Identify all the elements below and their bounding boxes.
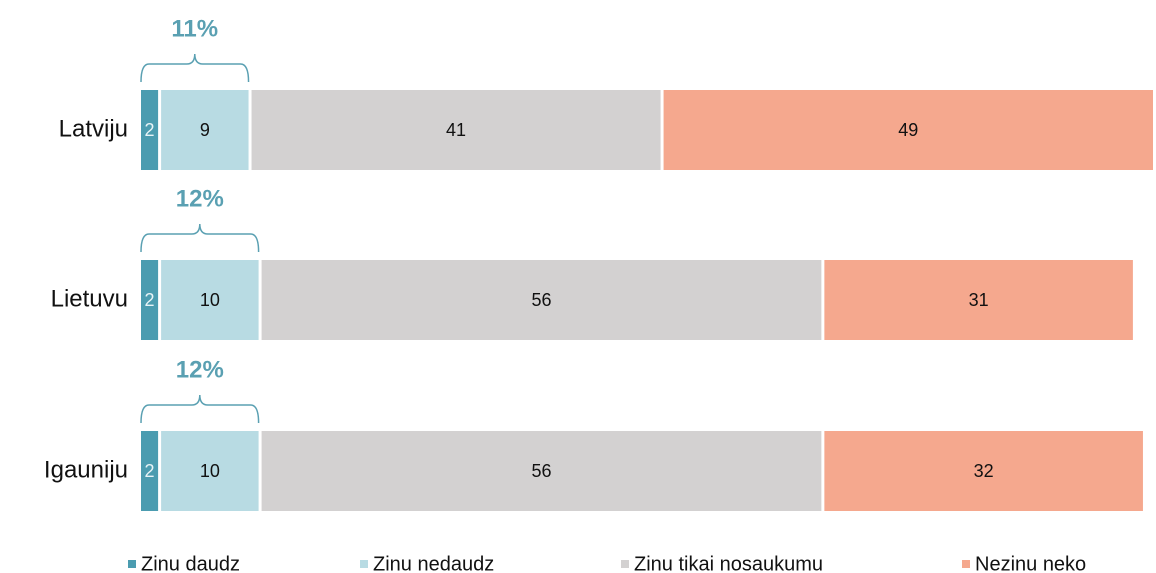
bar-segment — [141, 90, 159, 170]
category-label: Lietuvu — [51, 285, 128, 312]
segment-label: 2 — [145, 120, 155, 140]
bar-segment — [251, 90, 661, 170]
segment-label: 32 — [974, 461, 994, 481]
segment-label: 2 — [145, 461, 155, 481]
segment-label: 9 — [200, 120, 210, 140]
segment-label: 31 — [969, 290, 989, 310]
segment-label: 56 — [531, 461, 551, 481]
bar-segment — [824, 431, 1143, 511]
bar-segment — [141, 431, 159, 511]
annotation-bracket — [140, 53, 250, 83]
legend-swatch — [128, 560, 136, 568]
annotation: 12% — [176, 356, 224, 383]
bar-segment — [261, 431, 822, 511]
legend-label: Zinu tikai nosaukumu — [634, 553, 823, 573]
bar-segment — [161, 260, 259, 340]
segment-label: 2 — [145, 290, 155, 310]
segment-label: 10 — [200, 290, 220, 310]
bar-segment — [261, 260, 822, 340]
annotation: 12% — [176, 185, 224, 212]
bar-segment — [161, 90, 249, 170]
segment-label: 56 — [531, 290, 551, 310]
category-label: Latviju — [59, 115, 128, 142]
legend-label: Nezinu neko — [975, 553, 1086, 573]
annotation-bracket — [140, 223, 260, 253]
bar-segment — [141, 260, 159, 340]
annotation: 11% — [171, 15, 218, 42]
segment-label: 41 — [446, 120, 466, 140]
bar-segment — [824, 260, 1133, 340]
legend-swatch — [360, 560, 368, 568]
legend-label: Zinu daudz — [141, 553, 240, 573]
annotation-bracket — [140, 394, 260, 424]
legend-swatch — [962, 560, 970, 568]
bar-segment — [161, 431, 259, 511]
segment-label: 49 — [898, 120, 918, 140]
category-label: Igauniju — [44, 456, 128, 483]
legend-label: Zinu nedaudz — [373, 553, 494, 573]
segment-label: 10 — [200, 461, 220, 481]
legend-swatch — [621, 560, 629, 568]
bar-segment — [663, 90, 1153, 170]
